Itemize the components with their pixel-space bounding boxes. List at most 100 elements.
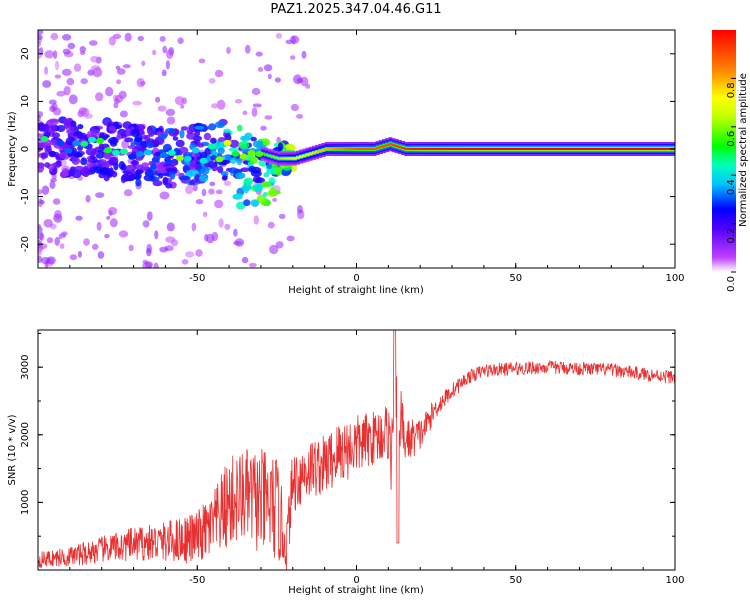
- heatmap-cell: [174, 96, 184, 106]
- heatmap-cell: [550, 148, 555, 150]
- heatmap-cell: [128, 174, 135, 181]
- heatmap-cell: [235, 193, 243, 198]
- heatmap-cell: [169, 171, 176, 180]
- heatmap-cell: [248, 262, 257, 268]
- heatmap-cell: [275, 241, 284, 249]
- heatmap-cell: [223, 180, 232, 187]
- heatmap-cell: [601, 148, 606, 150]
- heatmap-cell: [151, 156, 160, 163]
- heatmap-cell: [334, 148, 339, 150]
- heatmap-cell: [209, 181, 216, 187]
- heatmap-cell: [230, 157, 237, 164]
- heatmap-cell: [468, 148, 472, 150]
- heatmap-cell: [142, 261, 152, 268]
- heatmap-cell: [225, 154, 232, 162]
- heatmap-cell: [284, 143, 296, 149]
- heatmap-cell: [119, 110, 128, 118]
- heatmap-cell: [95, 92, 104, 102]
- heatmap-cell: [93, 166, 104, 174]
- heatmap-cell: [89, 40, 98, 46]
- heatmap-cell: [372, 148, 377, 150]
- x-tick-label: 50: [509, 575, 522, 586]
- heatmap-cell: [195, 249, 203, 257]
- heatmap-cell: [331, 148, 335, 150]
- heatmap-cell: [458, 148, 463, 150]
- heatmap-cell: [116, 68, 126, 75]
- heatmap-cell: [257, 67, 264, 72]
- heatmap-cell: [38, 114, 41, 122]
- heatmap-cell: [337, 148, 342, 150]
- heatmap-cell: [75, 215, 83, 221]
- x-tick-label: 50: [509, 273, 522, 284]
- heatmap-cell: [96, 221, 102, 231]
- heatmap-cell: [153, 262, 159, 268]
- heatmap-cell: [164, 127, 176, 134]
- heatmap-cell: [239, 153, 248, 160]
- heatmap-cell: [436, 148, 441, 150]
- heatmap-cell: [289, 157, 294, 160]
- heatmap-cell: [114, 94, 124, 103]
- heatmap-cell: [652, 148, 657, 150]
- heatmap-cell: [98, 143, 105, 150]
- heatmap-cell: [166, 49, 174, 60]
- heatmap-cell: [191, 147, 200, 154]
- heatmap-cell: [404, 148, 409, 150]
- heatmap-cell: [566, 148, 571, 150]
- heatmap-cell: [369, 148, 374, 150]
- colorbar-tick-label: 0.8: [726, 82, 737, 98]
- heatmap-cell: [83, 165, 89, 172]
- heatmap-cell: [146, 141, 154, 149]
- heatmap-cell: [350, 148, 355, 150]
- y-tick-label: -20: [20, 236, 31, 252]
- heatmap-cell: [190, 159, 198, 168]
- heatmap-cell: [592, 148, 597, 150]
- heatmap-cell: [135, 124, 146, 131]
- heatmap-cell: [263, 64, 273, 72]
- heatmap-cell: [280, 157, 285, 160]
- heatmap-cell: [659, 148, 664, 150]
- heatmap-cell: [624, 148, 628, 150]
- heatmap-cell: [604, 148, 609, 150]
- y-tick-label: 3000: [20, 354, 31, 379]
- heatmap-cell: [286, 157, 291, 160]
- heatmap-cell: [557, 148, 562, 150]
- heatmap-cell: [206, 233, 215, 244]
- heatmap-cell: [544, 148, 549, 150]
- heatmap-cell: [56, 90, 66, 97]
- heatmap-cell: [251, 87, 261, 96]
- heatmap-cell: [38, 223, 42, 229]
- heatmap-cell: [185, 185, 194, 195]
- heatmap-cell: [563, 148, 568, 150]
- heatmap-cell: [215, 189, 223, 195]
- heatmap-cell: [154, 230, 159, 240]
- heatmap-cell: [178, 176, 190, 181]
- heatmap-cell: [261, 181, 272, 188]
- heatmap-cell: [234, 99, 243, 104]
- heatmap-cell: [59, 152, 68, 159]
- heatmap-cell: [198, 58, 206, 64]
- heatmap-cell: [84, 113, 93, 119]
- heatmap-cell: [296, 114, 304, 119]
- heatmap-cell: [135, 169, 144, 175]
- heatmap-cell: [44, 66, 49, 75]
- colorbar: 0.0 0.2 0.4 0.6 0.8 Normalized spectral ampl…: [712, 30, 749, 292]
- heatmap-cell: [290, 55, 296, 60]
- heatmap-cell: [111, 136, 118, 144]
- heatmap-cell: [67, 42, 76, 50]
- heatmap-cell: [38, 47, 42, 53]
- heatmap-cell: [38, 163, 44, 173]
- heatmap-cell: [426, 148, 431, 150]
- heatmap-cell: [253, 184, 263, 193]
- figure-title: PAZ1.2025.347.04.46.G11: [270, 2, 442, 17]
- heatmap-cell: [636, 148, 641, 150]
- heatmap-cell: [116, 79, 122, 85]
- heatmap-cell: [675, 148, 679, 150]
- heatmap-cell: [496, 148, 501, 150]
- heatmap-cell: [106, 215, 111, 220]
- colorbar-tick-label: 0.4: [726, 179, 737, 195]
- heatmap-cell: [130, 141, 136, 147]
- heatmap-cell: [90, 65, 101, 71]
- heatmap-cell: [132, 100, 142, 106]
- y-tick-label: 1000: [20, 490, 31, 515]
